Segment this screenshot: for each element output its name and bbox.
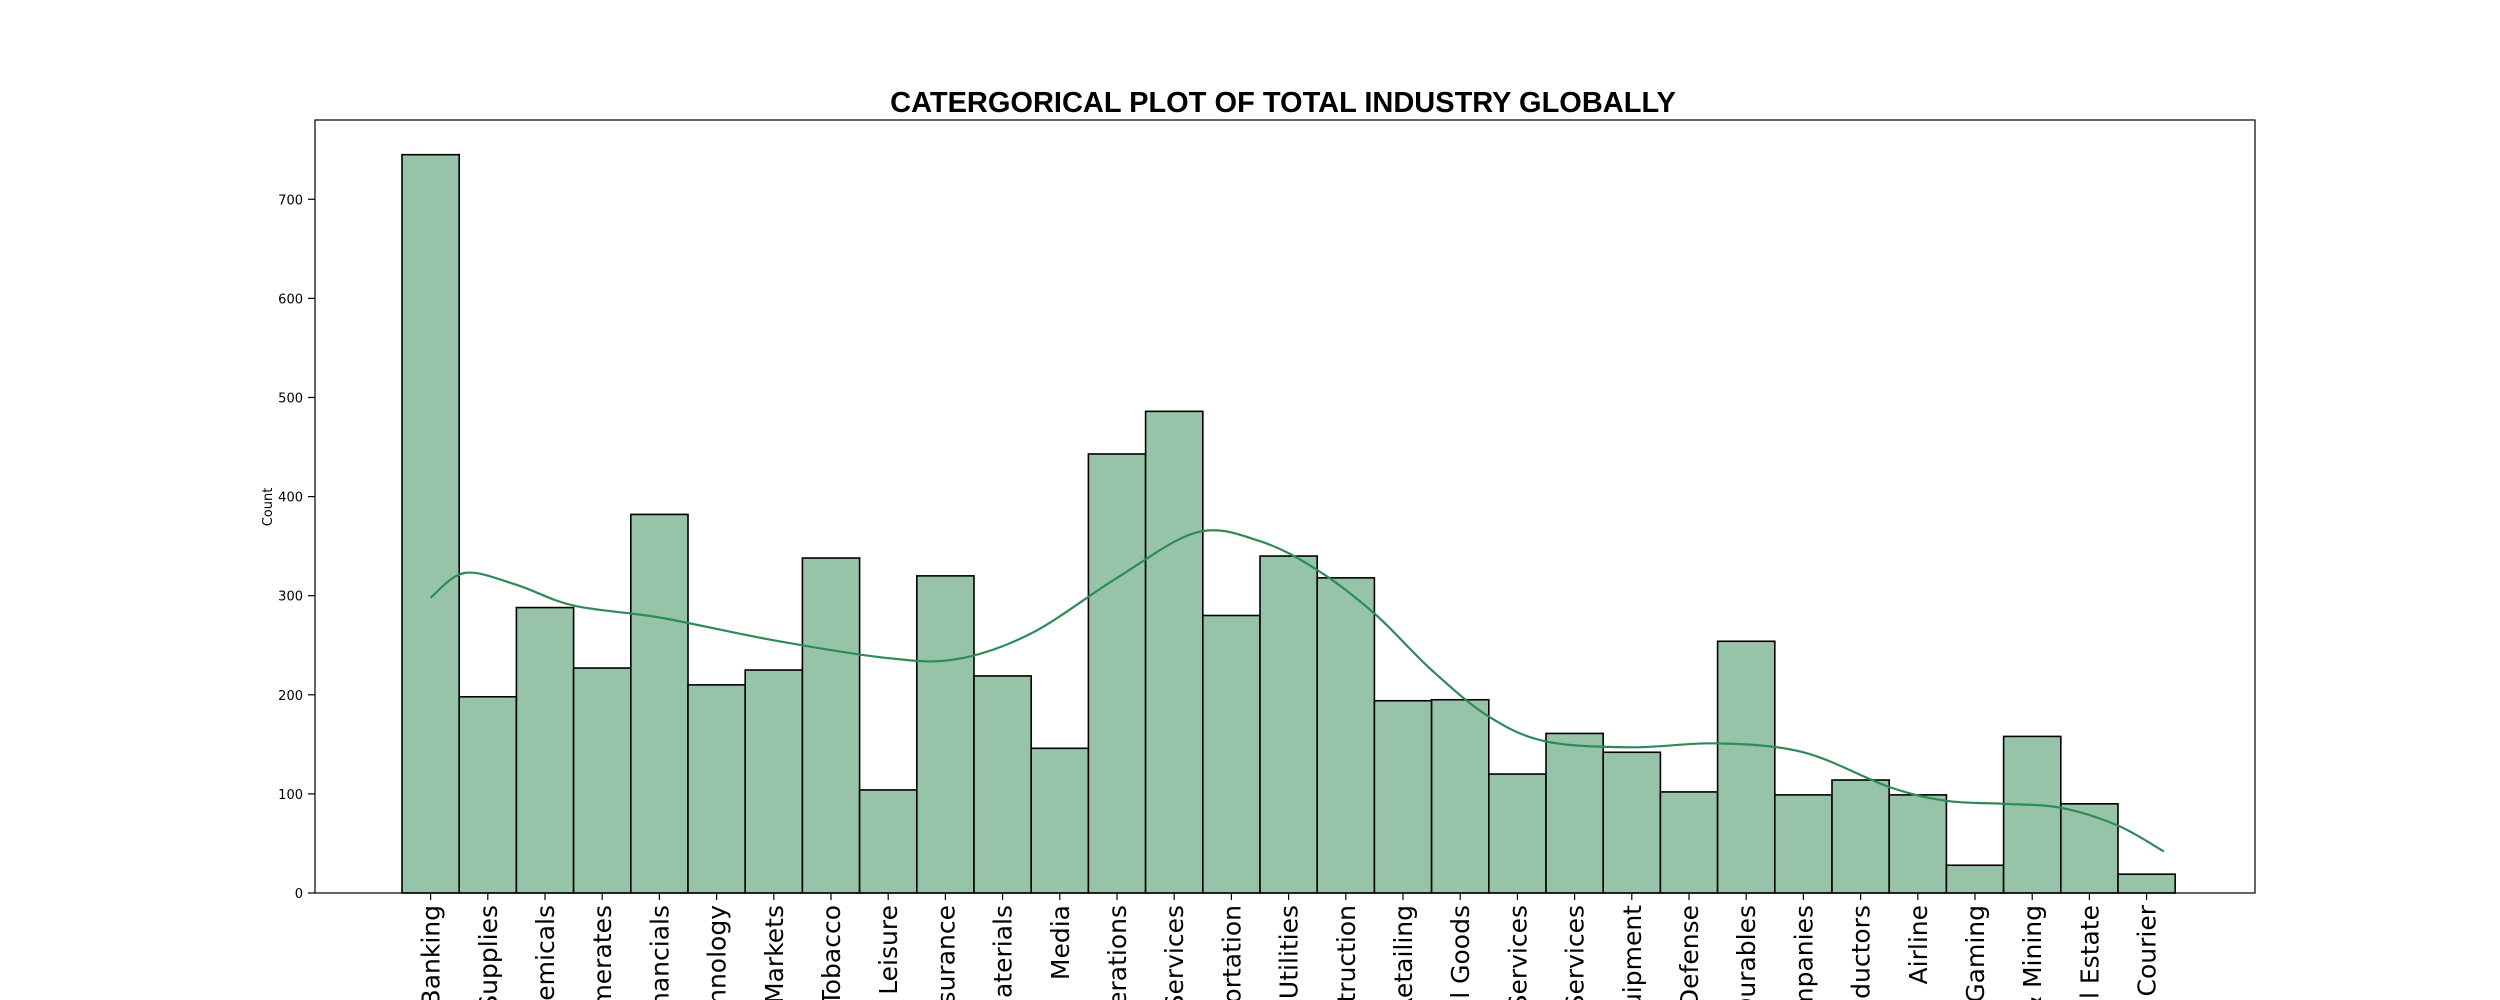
bar (1716, 640, 1776, 894)
y-axis-label: Count (261, 488, 276, 527)
bar (1430, 698, 1490, 894)
x-tick-label: Defense (1675, 905, 1704, 1000)
x-tick-label: chnology (703, 905, 732, 1000)
x-tick-label: perations (1103, 905, 1132, 1000)
bar (1659, 791, 1719, 894)
x-tick-label: Materials (989, 905, 1018, 1000)
bar (858, 789, 918, 894)
bar (1602, 751, 1662, 894)
x-tick-label: struction (1332, 905, 1361, 1000)
bar (629, 513, 689, 894)
x-tick-label: Services (1503, 905, 1532, 1000)
x-tick-label: Gaming (1961, 905, 1990, 1000)
bar (687, 684, 747, 894)
x-tick-label: Services (1160, 905, 1189, 1000)
bar (1144, 410, 1204, 894)
bar (1202, 614, 1261, 894)
x-tick-label: omerates (588, 905, 617, 1000)
bar (915, 575, 975, 894)
x-tick-label: inancials (645, 905, 674, 1000)
x-tick-label: hemicals (531, 905, 560, 1000)
y-tick-label: 300 (278, 590, 303, 605)
x-axis: Banking Supplies hemicals omerates inancials… (417, 893, 2162, 1000)
x-tick-label: Airline (1904, 905, 1933, 984)
x-tick-label: Utilities (1275, 905, 1304, 999)
x-tick-label: Durables (1732, 905, 1761, 1000)
x-tick-label: & Mining (2018, 905, 2047, 1000)
bar (1945, 864, 2005, 894)
bar (1316, 577, 1376, 894)
x-tick-label: portation (1217, 905, 1246, 1000)
bar (515, 606, 575, 894)
y-tick-label: 100 (278, 788, 303, 803)
bar (973, 675, 1033, 894)
y-tick-label: 600 (278, 292, 303, 307)
x-tick-label: nsurance (931, 905, 960, 1000)
y-tick-label: 500 (278, 391, 303, 406)
y-tick-label: 0 (295, 887, 303, 902)
x-tick-label: Retailing (1389, 905, 1418, 1000)
x-tick-label: & Leisure (874, 905, 903, 1000)
y-axis: 0 100 200 300 400 500 600 700 (278, 193, 315, 902)
bar (801, 557, 861, 894)
x-tick-label: Services (1561, 905, 1590, 1000)
x-tick-label: al Estate (2075, 905, 2104, 1000)
y-tick-label: 400 (278, 491, 303, 506)
bar (1087, 453, 1147, 894)
x-tick-label: l Markets (760, 905, 789, 1000)
plot-frame (314, 119, 2256, 894)
x-tick-label: nductors (1847, 905, 1876, 1000)
bar (572, 667, 632, 894)
bar (1030, 747, 1090, 894)
bar (2060, 803, 2119, 894)
x-tick-label: r Courier (2133, 904, 2162, 1000)
x-tick-label: al Goods (1446, 905, 1475, 1000)
x-tick-label: Banking (417, 905, 446, 1000)
bar (1888, 794, 1948, 894)
bar (1774, 794, 1833, 894)
x-tick-label: Tobacco (817, 905, 846, 1000)
bar (1373, 699, 1433, 894)
y-tick-label: 700 (278, 193, 303, 208)
x-tick-label: Media (1046, 905, 1075, 980)
bar (458, 695, 518, 894)
bar (744, 669, 804, 894)
y-tick-label: 200 (278, 689, 303, 704)
bar (1545, 732, 1605, 894)
bar (401, 153, 461, 894)
bar (2002, 735, 2062, 894)
x-tick-label: quipment (1618, 905, 1647, 1000)
bar (1488, 773, 1547, 894)
bar (2117, 873, 2177, 894)
x-tick-label: ompanies (1789, 905, 1818, 1000)
x-tick-label: Supplies (474, 905, 503, 1000)
bar (1831, 779, 1891, 894)
bars-group (401, 153, 2177, 894)
bar (1259, 555, 1319, 894)
trend-line (429, 529, 2165, 853)
chart-title: CATERGORICAL PLOT OF TOTAL INDUSTRY GLOB… (890, 87, 1676, 119)
